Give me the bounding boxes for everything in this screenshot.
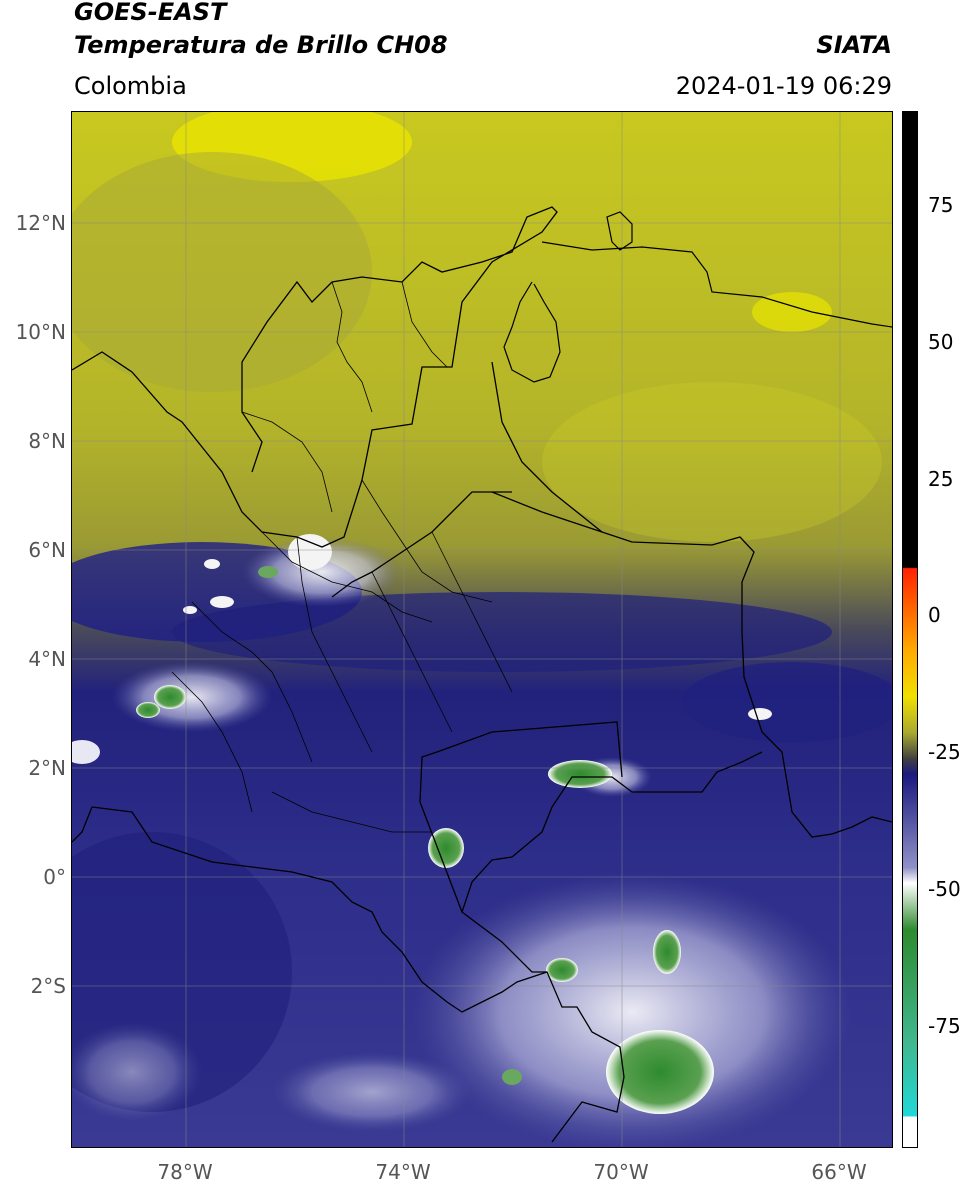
cloud-area-southeast <box>412 872 852 1147</box>
lat-label-10n: 10°N <box>15 320 66 344</box>
convective-core <box>428 828 464 868</box>
colorbar-tick-minus75: -75 <box>928 1014 961 1038</box>
coastline-maracaibo <box>503 211 892 383</box>
lat-label-2n: 2°N <box>28 756 66 780</box>
cloud-cell <box>288 534 332 570</box>
lon-label-78w: 78°W <box>157 1160 213 1184</box>
colorbar-gradient <box>903 112 917 1147</box>
brightness-temperature-map[interactable] <box>71 111 893 1148</box>
colorbar-svg <box>903 112 917 1147</box>
region-label: Colombia <box>74 72 187 100</box>
colorbar-tick-0: 0 <box>928 603 941 627</box>
convective-core <box>154 685 186 709</box>
colorbar-tick-25: 25 <box>928 467 954 491</box>
colorbar-tick-minus50: -50 <box>928 877 961 901</box>
agency-label: SIATA <box>816 31 892 59</box>
lat-label-equator: 0° <box>43 865 66 889</box>
country-borders <box>72 206 892 1143</box>
title-satellite: GOES-EAST <box>74 0 227 26</box>
department-borders <box>171 281 513 833</box>
colorbar-tick-75: 75 <box>928 193 954 217</box>
lon-label-66w: 66°W <box>811 1160 867 1184</box>
lat-label-6n: 6°N <box>28 538 66 562</box>
lat-label-2s: 2°S <box>30 974 66 998</box>
colorbar-tick-minus25: -25 <box>928 740 961 764</box>
lat-label-12n: 12°N <box>15 211 66 235</box>
lat-label-8n: 8°N <box>28 429 66 453</box>
lon-label-70w: 70°W <box>593 1160 649 1184</box>
map-svg <box>72 112 892 1147</box>
colorbar-tick-50: 50 <box>928 330 954 354</box>
lon-label-74w: 74°W <box>375 1160 431 1184</box>
convective-core <box>606 1030 714 1114</box>
lat-label-4n: 4°N <box>28 647 66 671</box>
title-product: Temperatura de Brillo CH08 <box>74 31 448 59</box>
temperature-colorbar <box>902 111 918 1148</box>
graticule <box>72 112 892 1147</box>
datetime-label: 2024-01-19 06:29 <box>675 72 892 100</box>
